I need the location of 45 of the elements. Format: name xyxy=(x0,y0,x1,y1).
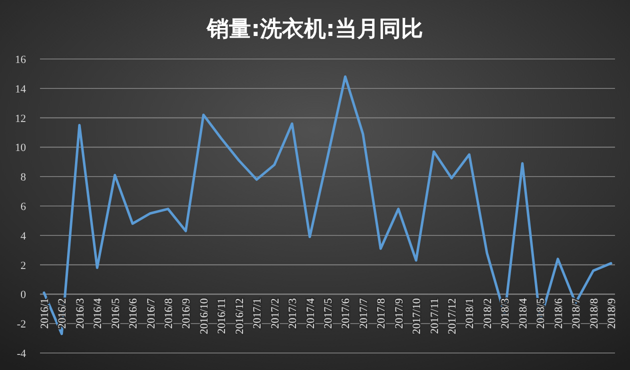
x-tick-label: 2018/4 xyxy=(517,298,530,329)
x-tick-label: 2018/8 xyxy=(588,298,600,329)
x-tick-label: 2016/2 xyxy=(56,298,69,329)
x-tick-label: 2017/9 xyxy=(393,298,406,329)
y-tick-label: 10 xyxy=(15,142,26,154)
x-tick-label: 2017/2 xyxy=(269,298,282,329)
y-tick-label: 2 xyxy=(20,260,26,272)
x-tick-label: 2018/7 xyxy=(570,298,583,329)
x-tick-label: 2017/10 xyxy=(411,298,424,334)
y-tick-label: 12 xyxy=(15,112,26,125)
y-tick-label: 0 xyxy=(20,289,26,302)
x-tick-label: 2017/11 xyxy=(428,298,441,334)
x-tick-label: 2016/12 xyxy=(234,298,246,334)
x-tick-label: 2016/9 xyxy=(180,298,193,329)
x-tick-label: 2016/7 xyxy=(145,298,158,329)
x-tick-label: 2016/10 xyxy=(198,298,210,334)
x-tick-label: 2017/6 xyxy=(340,298,352,329)
title: 销量:洗衣机:当月同比 xyxy=(207,17,423,42)
y-tick-label: 16 xyxy=(15,54,26,66)
y-tick-label: 4 xyxy=(20,230,26,242)
x-tick-label: 2017/1 xyxy=(252,298,264,329)
y-tick-label: -2 xyxy=(16,318,26,331)
x-tick-label: 2018/5 xyxy=(535,298,548,329)
x-tick-label: 2016/11 xyxy=(216,298,228,334)
x-tick-label: 2018/6 xyxy=(552,298,565,329)
x-tick-label: 2017/5 xyxy=(322,298,334,329)
y-tick-label: 8 xyxy=(20,172,26,184)
x-tick-label: 2017/8 xyxy=(376,298,388,329)
x-tick-label: 2018/2 xyxy=(482,298,494,329)
x-tick-label: 2016/3 xyxy=(74,298,86,329)
x-tick-label: 2017/12 xyxy=(446,298,459,334)
x-tick-label: 2016/6 xyxy=(128,298,140,329)
y-tick-label: 6 xyxy=(20,201,26,213)
x-tick-label: 2018/3 xyxy=(500,298,512,329)
x-tick-label: 2017/7 xyxy=(358,298,370,329)
y-tick-label: -4 xyxy=(16,348,26,360)
x-tick-label: 2016/4 xyxy=(92,298,104,329)
x-tick-label: 2016/5 xyxy=(110,298,122,329)
x-tick-label: 2016/1 xyxy=(39,298,51,329)
x-tick-label: 2017/3 xyxy=(287,298,300,329)
x-tick-label: 2017/4 xyxy=(304,298,317,329)
x-tick-label: 2016/8 xyxy=(163,298,176,329)
x-tick-label: 2018/9 xyxy=(606,298,618,329)
y-tick-label: 14 xyxy=(15,83,26,96)
x-tick-label: 2018/1 xyxy=(464,298,476,329)
